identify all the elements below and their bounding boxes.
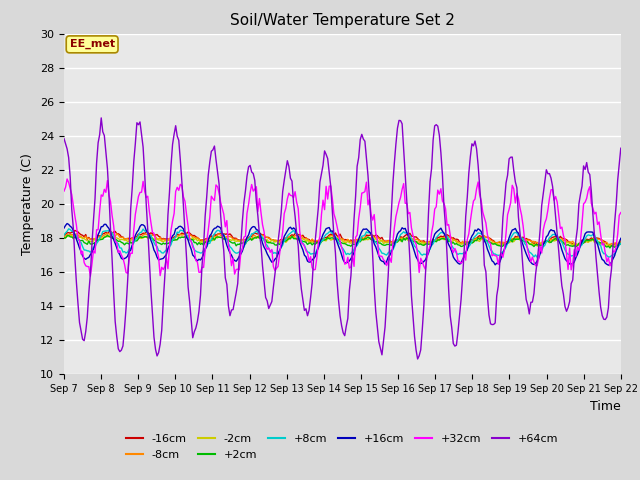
+32cm — [131, 211, 139, 217]
-8cm — [617, 238, 625, 244]
+32cm — [60, 188, 68, 194]
-2cm — [60, 235, 68, 240]
+32cm — [589, 205, 596, 211]
+32cm — [229, 255, 237, 261]
+16cm — [255, 229, 263, 235]
Line: -16cm: -16cm — [64, 230, 621, 246]
-16cm — [130, 236, 138, 242]
+32cm — [63, 176, 71, 182]
-16cm — [228, 233, 236, 239]
-2cm — [130, 237, 138, 243]
+32cm — [307, 254, 314, 260]
-16cm — [71, 228, 79, 233]
Line: +2cm: +2cm — [64, 235, 621, 248]
+32cm — [257, 210, 265, 216]
+16cm — [246, 227, 254, 233]
-2cm — [588, 238, 595, 244]
+64cm — [589, 211, 596, 217]
Line: +16cm: +16cm — [64, 224, 621, 265]
X-axis label: Time: Time — [590, 400, 621, 413]
Legend: -16cm, -8cm, -2cm, +2cm, +8cm, +16cm, +32cm, +64cm: -16cm, -8cm, -2cm, +2cm, +8cm, +16cm, +3… — [122, 430, 563, 464]
+64cm — [305, 307, 313, 313]
+2cm — [305, 240, 313, 246]
-2cm — [305, 240, 313, 246]
Title: Soil/Water Temperature Set 2: Soil/Water Temperature Set 2 — [230, 13, 455, 28]
+8cm — [617, 240, 625, 246]
-8cm — [246, 236, 254, 241]
-8cm — [60, 234, 68, 240]
+8cm — [65, 226, 72, 232]
+64cm — [255, 232, 263, 238]
+16cm — [617, 236, 625, 241]
-2cm — [246, 235, 254, 241]
+64cm — [228, 307, 236, 313]
+2cm — [104, 232, 111, 238]
+2cm — [228, 240, 236, 245]
+32cm — [617, 210, 625, 216]
-8cm — [605, 242, 612, 248]
-8cm — [130, 235, 138, 241]
+8cm — [305, 250, 313, 255]
+16cm — [588, 229, 595, 235]
+32cm — [86, 273, 94, 279]
-16cm — [255, 230, 263, 236]
-8cm — [108, 230, 116, 236]
-16cm — [617, 239, 625, 245]
+2cm — [60, 235, 68, 240]
+16cm — [60, 225, 68, 231]
-16cm — [588, 235, 595, 241]
-16cm — [246, 234, 254, 240]
+8cm — [228, 245, 236, 251]
+8cm — [246, 234, 254, 240]
+16cm — [63, 221, 71, 227]
+2cm — [130, 239, 138, 244]
-8cm — [228, 234, 236, 240]
+2cm — [588, 237, 595, 243]
+8cm — [255, 231, 263, 237]
+2cm — [246, 236, 254, 241]
+64cm — [246, 163, 254, 168]
+8cm — [589, 232, 596, 238]
-16cm — [60, 232, 68, 238]
+64cm — [97, 115, 105, 121]
Y-axis label: Temperature (C): Temperature (C) — [22, 153, 35, 255]
+64cm — [60, 136, 68, 142]
-8cm — [588, 237, 595, 242]
-2cm — [255, 235, 263, 241]
-8cm — [305, 238, 313, 243]
+64cm — [130, 158, 138, 164]
-2cm — [72, 232, 80, 238]
-2cm — [606, 243, 614, 249]
+32cm — [248, 181, 255, 187]
Line: +8cm: +8cm — [64, 229, 621, 257]
Text: EE_met: EE_met — [70, 39, 115, 49]
-8cm — [255, 232, 263, 238]
Line: +64cm: +64cm — [64, 118, 621, 359]
+16cm — [130, 238, 138, 243]
Line: -8cm: -8cm — [64, 233, 621, 245]
+16cm — [605, 262, 612, 268]
+8cm — [533, 254, 541, 260]
+8cm — [130, 240, 138, 246]
-2cm — [617, 240, 625, 246]
-16cm — [305, 237, 313, 242]
Line: +32cm: +32cm — [64, 179, 621, 276]
+64cm — [617, 145, 625, 151]
-16cm — [607, 243, 615, 249]
+2cm — [255, 235, 263, 241]
+2cm — [606, 245, 614, 251]
+2cm — [617, 241, 625, 247]
+8cm — [60, 232, 68, 238]
+16cm — [228, 252, 236, 258]
+16cm — [305, 259, 313, 265]
Line: -2cm: -2cm — [64, 235, 621, 246]
-2cm — [228, 238, 236, 243]
+64cm — [414, 356, 422, 362]
